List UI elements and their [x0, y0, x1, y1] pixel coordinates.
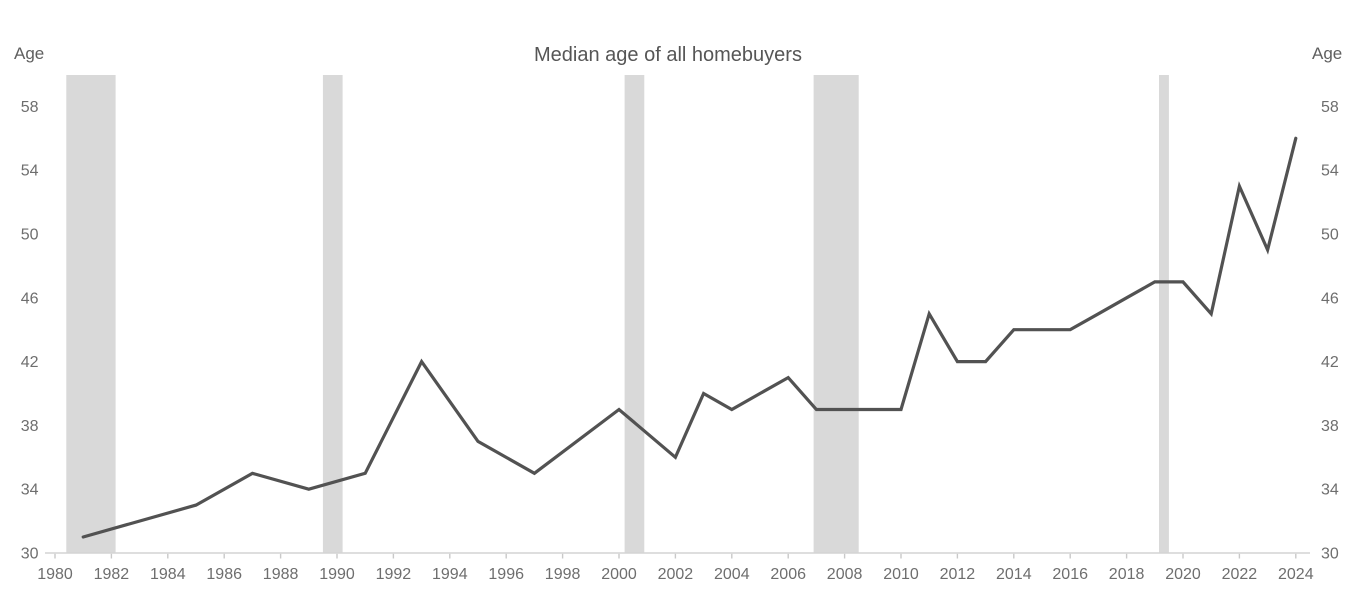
- y-tick-label-right: 38: [1321, 418, 1339, 435]
- x-tick-label: 1980: [37, 566, 73, 583]
- y-tick-label-left: 34: [21, 482, 39, 499]
- x-tick-label: 2018: [1109, 566, 1145, 583]
- y-tick-label-left: 30: [21, 546, 39, 563]
- y-tick-label-left: 46: [21, 290, 39, 307]
- x-tick-label: 2002: [658, 566, 694, 583]
- x-tick-label: 1988: [263, 566, 299, 583]
- chart-title: Median age of all homebuyers: [534, 44, 802, 66]
- x-tick-label: 1982: [94, 566, 130, 583]
- x-tick-label: 2004: [714, 566, 750, 583]
- x-tick-label: 2014: [996, 566, 1032, 583]
- x-tick-label: 2016: [1052, 566, 1088, 583]
- y-axis-unit-label-left: Age: [14, 44, 45, 63]
- recession-band: [322, 75, 343, 553]
- x-tick-label: 2000: [601, 566, 637, 583]
- x-tick-label: 2010: [883, 566, 919, 583]
- y-axis-unit-label-right: Age: [1312, 44, 1343, 63]
- x-tick-label: 2012: [940, 566, 976, 583]
- y-tick-label-left: 58: [21, 99, 39, 116]
- x-tick-label: 1992: [376, 566, 412, 583]
- y-tick-label-right: 42: [1321, 354, 1339, 371]
- x-tick-label: 2022: [1222, 566, 1258, 583]
- median-age-line: [81, 136, 1298, 539]
- x-tick-label: 2008: [827, 566, 863, 583]
- x-tick-label: 2020: [1165, 566, 1201, 583]
- y-tick-label-right: 46: [1321, 290, 1339, 307]
- y-tick-label-right: 54: [1321, 163, 1339, 180]
- y-tick-label-left: 54: [21, 163, 39, 180]
- x-tick-label: 1996: [488, 566, 524, 583]
- y-tick-label-right: 58: [1321, 99, 1339, 116]
- x-tick-label: 1986: [206, 566, 242, 583]
- y-tick-label-right: 34: [1321, 482, 1339, 499]
- recession-band: [624, 75, 645, 553]
- x-tick-label: 2006: [770, 566, 806, 583]
- y-tick-label-left: 38: [21, 418, 39, 435]
- x-tick-label: 1998: [545, 566, 581, 583]
- x-tick-label: 1990: [319, 566, 355, 583]
- x-tick-label: 2024: [1278, 566, 1314, 583]
- recession-band: [66, 75, 116, 553]
- y-tick-label-left: 42: [21, 354, 39, 371]
- recession-band: [813, 75, 859, 553]
- y-tick-label-left: 50: [21, 227, 39, 244]
- recession-band: [1159, 75, 1169, 553]
- x-tick-label: 1984: [150, 566, 186, 583]
- x-tick-label: 1994: [432, 566, 468, 583]
- y-tick-label-right: 50: [1321, 227, 1339, 244]
- y-tick-label-right: 30: [1321, 546, 1339, 563]
